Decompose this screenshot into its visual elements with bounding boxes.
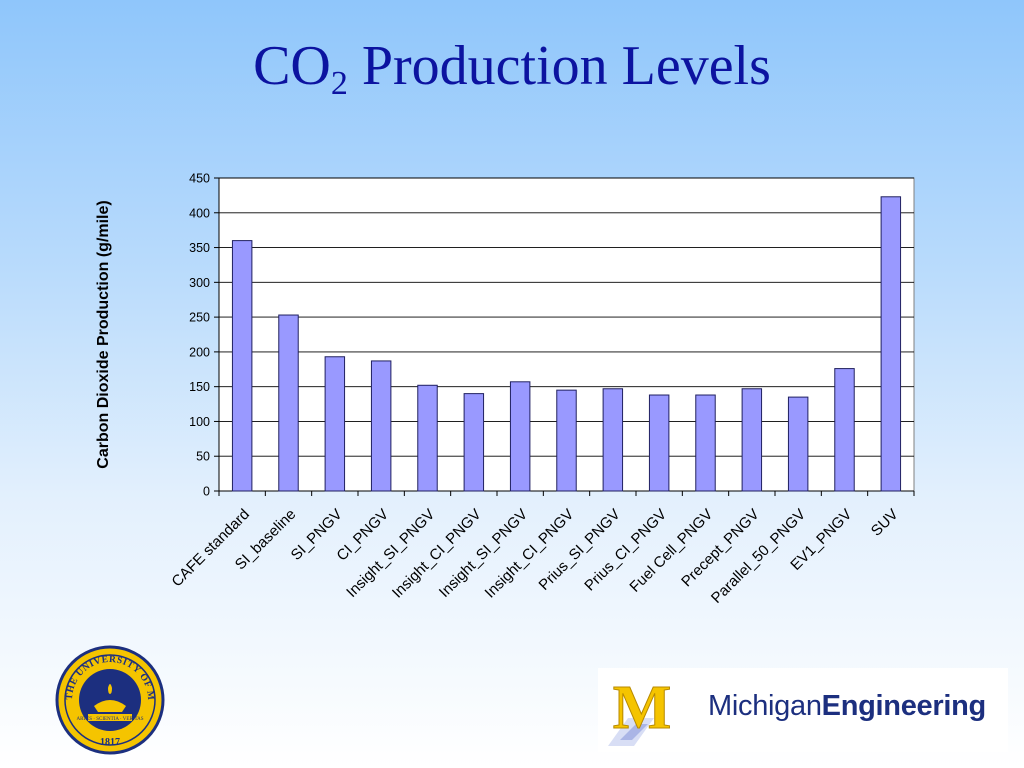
brand-wordmark: MichiganEngineering [708, 690, 986, 723]
bar [463, 393, 485, 492]
bar [834, 368, 855, 492]
title-suffix: Production Levels [347, 35, 771, 97]
michigan-engineering-logo: M MichiganEngineering [598, 668, 1008, 752]
bar-chart: 0 50 100 150 200 250 300 350 400 450 CAFE standard… [95, 172, 915, 607]
x-tick-label: Prius_CI_PNGV [581, 506, 670, 595]
y-tick-label: 250 [189, 311, 210, 325]
y-tick-label: 350 [189, 241, 210, 255]
y-tick-label: 400 [189, 206, 210, 220]
block-m-mark: M [613, 674, 672, 742]
bar [556, 389, 577, 492]
bar [324, 356, 346, 492]
y-tick-label: 450 [189, 172, 210, 186]
seal-motto: ARTES · SCIENTIA · VERITAS [77, 717, 144, 722]
bar [602, 388, 624, 492]
bar [880, 196, 902, 492]
bar [648, 394, 670, 492]
bar [231, 240, 253, 492]
y-tick-label: 100 [189, 415, 210, 429]
y-tick-label: 300 [189, 276, 210, 290]
bar [695, 394, 716, 492]
bar [787, 396, 809, 492]
x-tick-label: SUV [868, 506, 902, 540]
y-tick-label: 200 [189, 345, 210, 359]
bar [509, 381, 531, 492]
slide-title: CO2 Production Levels [0, 28, 1024, 104]
title-subscript: 2 [330, 65, 348, 102]
title-prefix: CO [253, 35, 331, 97]
bar [417, 384, 438, 492]
university-seal: THE UNIVERSITY OF MICHIGAN ARTES · SCIEN… [54, 644, 165, 755]
x-tick-label: Prius_SI_PNGV [536, 506, 624, 594]
bar [278, 314, 299, 492]
y-tick-label: 150 [189, 380, 210, 394]
x-tick-label: Fuel Cell_PNGV [626, 506, 716, 596]
y-tick-label: 0 [203, 485, 210, 499]
y-tick-label: 50 [196, 450, 210, 464]
x-tick-label: CAFE standard [168, 506, 253, 591]
brand-name-bold: Engineering [821, 690, 987, 722]
bar [741, 388, 763, 492]
y-axis-label: Carbon Dioxide Production (g/mile) [95, 200, 112, 468]
bar [370, 360, 392, 492]
seal-year: 1817 [100, 737, 120, 748]
brand-name-regular: Michigan [708, 690, 822, 722]
